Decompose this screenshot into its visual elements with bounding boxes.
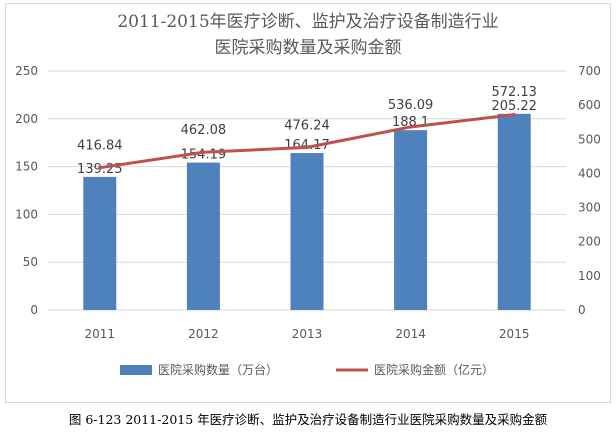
chart-title-line-2: 医院采购数量及采购金额 [215, 38, 402, 58]
line-point-2015 [512, 113, 516, 117]
x-tick-label: 2013 [292, 327, 323, 341]
bar-2011 [83, 176, 117, 310]
line-point-2012 [201, 150, 205, 154]
y-right-tick-label: 200 [578, 235, 601, 249]
y-right-tick-label: 100 [578, 269, 601, 283]
y-right-tick-label: 500 [578, 132, 601, 146]
legend-swatch-bar [120, 365, 152, 375]
line-value-label: 476.24 [284, 118, 330, 133]
bar-2014 [394, 130, 428, 310]
x-tick-label: 2012 [188, 327, 219, 341]
y-left-tick-label: 150 [15, 160, 38, 174]
y-left-tick-label: 250 [15, 64, 38, 78]
line-point-2013 [305, 145, 309, 149]
line-value-label: 462.08 [181, 123, 227, 138]
legend-label-line: 医院采购金额（亿元） [374, 362, 494, 377]
y-right-tick-label: 400 [578, 166, 601, 180]
y-right-tick-label: 0 [578, 303, 586, 317]
line-value-label: 536.09 [388, 98, 434, 113]
x-tick-label: 2014 [395, 327, 426, 341]
y-right-tick-label: 700 [578, 64, 601, 78]
chart-title-line-1: 2011-2015年医疗诊断、监护及治疗设备制造行业 [117, 12, 498, 32]
line-point-2014 [409, 125, 413, 129]
y-left-tick-label: 100 [15, 207, 38, 221]
line-value-label: 416.84 [77, 139, 123, 154]
chart-svg: 2011-2015年医疗诊断、监护及治疗设备制造行业医院采购数量及采购金额 0 50… [15, 12, 601, 377]
y-left-tick-label: 0 [30, 303, 38, 317]
line-value-label: 572.13 [491, 85, 537, 100]
x-tick-label: 2011 [85, 327, 116, 341]
bar-2015 [497, 113, 531, 310]
y-right-tick-label: 300 [578, 201, 601, 215]
y-left-tick-label: 50 [23, 255, 38, 269]
y-left-tick-label: 200 [15, 112, 38, 126]
bar-2013 [290, 153, 324, 310]
bar-2012 [186, 162, 220, 310]
y-right-tick-label: 600 [578, 98, 601, 112]
line-point-2011 [98, 166, 102, 170]
x-tick-label: 2015 [499, 327, 530, 341]
chart-frame: 2011-2015年医疗诊断、监护及治疗设备制造行业 医院采购数量及采购金额 0 50… [5, 3, 611, 403]
bar-value-label: 205.22 [491, 99, 537, 114]
legend-label-bar: 医院采购数量（万台） [158, 362, 278, 377]
figure-caption: 图 6-123 2011-2015 年医疗诊断、监护及治疗设备制造行业医院采购数… [68, 412, 548, 427]
